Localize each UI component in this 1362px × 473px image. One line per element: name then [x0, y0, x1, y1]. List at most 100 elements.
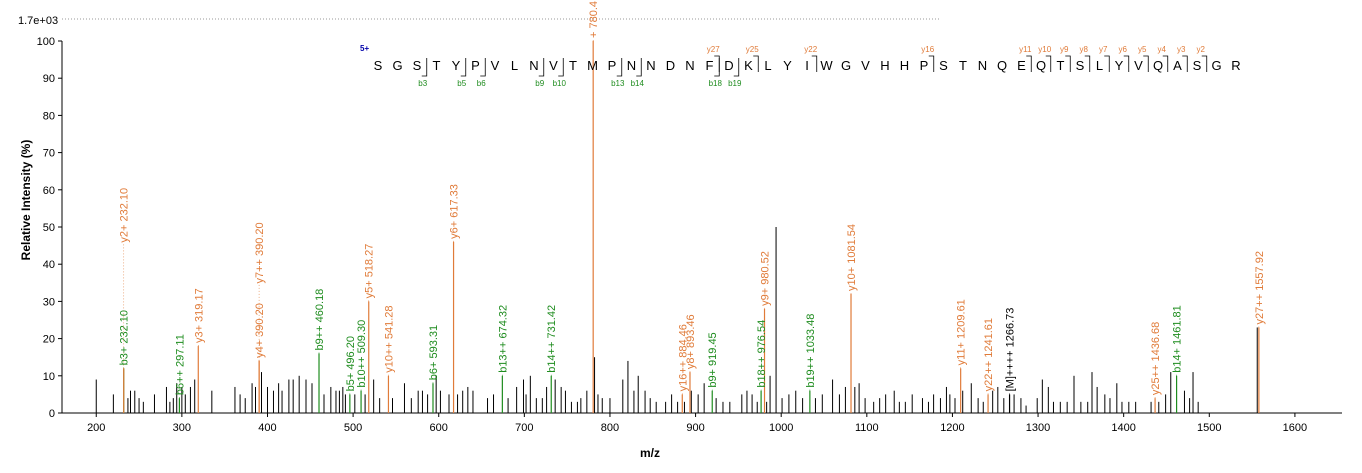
x-tick-label: 300 — [173, 422, 191, 434]
peak-label: b6++ 297.11 — [174, 334, 186, 395]
b-ion-marker — [460, 58, 467, 77]
peak-label: y9+ 980.52 — [760, 251, 772, 306]
peaks — [95, 38, 1260, 413]
sequence-residue: F — [706, 58, 714, 73]
b-ion-label: b5 — [457, 79, 466, 88]
y-tick-label: 100 — [37, 36, 55, 48]
x-tick-label: 1400 — [1111, 422, 1135, 434]
sequence-residue: D — [724, 58, 733, 73]
sequence-residue: V — [861, 58, 870, 73]
x-tick-label: 800 — [601, 422, 619, 434]
b-ion-marker — [558, 58, 564, 77]
x-tick-label: 1100 — [855, 422, 879, 434]
y-ion-marker — [811, 55, 818, 72]
y-tick-label: 20 — [43, 334, 55, 346]
peak-labels: b3+ 232.10 y2+ 232.10 b6++ 297.11 y3+ 319.1… — [119, 1, 1266, 395]
y-tick-label: 40 — [43, 259, 55, 271]
y-ion-marker — [1045, 55, 1052, 72]
sequence-residue: L — [1096, 58, 1103, 73]
y-ion-label: y3 — [1177, 45, 1186, 54]
b-ion-label: b19 — [728, 79, 742, 88]
sequence-residue: P — [608, 58, 617, 73]
peak-label: y22++ 1241.61 — [983, 318, 995, 391]
peak-label: [M]++++ 1266.73 — [1005, 308, 1017, 392]
y-axis-label: Relative Intensity (%) — [19, 140, 33, 261]
y-tick-label: 50 — [43, 222, 55, 234]
sequence-residue: Y — [1115, 58, 1124, 73]
y-ion-marker — [753, 55, 759, 72]
sequence-residue: E — [1017, 58, 1026, 73]
peak-label: y11+ 1209.61 — [956, 299, 968, 365]
y-tick-label: 90 — [43, 73, 55, 85]
b-ion-label: b6 — [477, 79, 486, 88]
sequence-residue: M — [587, 58, 598, 73]
sequence-residue: H — [900, 58, 909, 73]
sequence-annotation: 5+S G S T Y P V L N V T M P N N D N F D K L Y I W G V H H P S T N Q E Q T S L… — [360, 44, 1241, 88]
y-ion-label: y22 — [804, 45, 817, 54]
x-axis-label: m/z — [640, 446, 660, 460]
peak-label: y10+ 1081.54 — [846, 224, 858, 291]
peak-label: + 780.4 — [588, 1, 600, 38]
y-ion-marker — [1104, 55, 1110, 72]
axes: 0 10 20 30 40 50 60 70 80 90 100 200 300 400 500 600 700… — [37, 36, 1342, 434]
sequence-residue: S — [1193, 58, 1202, 73]
sequence-residue: N — [529, 58, 538, 73]
intensity-scale-label: 1.7e+03 — [18, 15, 58, 27]
y-ion-label: y9 — [1060, 45, 1069, 54]
b-ion-label: b10 — [553, 79, 567, 88]
y-ion-label: y2 — [1197, 45, 1206, 54]
peak-label: b19++ 1033.48 — [805, 314, 817, 388]
y-tick-label: 30 — [43, 296, 55, 308]
sequence-residue: T — [433, 58, 441, 73]
y-ion-marker — [1065, 55, 1071, 72]
sequence-residue: S — [1076, 58, 1085, 73]
y-ion-label: y4 — [1158, 45, 1167, 54]
peak-label: y5+ 518.27 — [364, 244, 376, 299]
b-ion-marker — [616, 58, 623, 77]
peak-label: y4+ 390.20 — [254, 303, 266, 358]
sequence-residue: Y — [783, 58, 792, 73]
x-tick-label: 600 — [430, 422, 448, 434]
sequence-residue: K — [744, 58, 753, 73]
sequence-residue: N — [646, 58, 655, 73]
y-ion-marker — [1201, 55, 1208, 72]
b-ion-marker — [538, 58, 545, 77]
sequence-residue: N — [978, 58, 987, 73]
sequence-residue: S — [939, 58, 948, 73]
y-ion-label: y27 — [707, 45, 720, 54]
y-ion-marker — [1162, 55, 1169, 72]
sequence-residue: D — [666, 58, 675, 73]
peak-label: y3+ 319.17 — [193, 288, 205, 343]
peak-label: b18++ 976.54 — [756, 320, 768, 388]
b-ion-marker — [421, 58, 428, 77]
sequence-residue: H — [880, 58, 889, 73]
y-ion-label: y10 — [1038, 45, 1051, 54]
b-ion-marker — [714, 58, 720, 77]
y-ion-marker — [1084, 55, 1091, 72]
sequence-residue: G — [392, 58, 402, 73]
b-ion-label: b9 — [535, 79, 544, 88]
y-ion-marker — [1026, 55, 1032, 72]
sequence-residue: S — [374, 58, 383, 73]
y-tick-label: 70 — [43, 148, 55, 160]
y-ion-marker — [1182, 55, 1188, 72]
x-tick-label: 1500 — [1197, 422, 1221, 434]
sequence-residue: V — [549, 58, 558, 73]
peak-label: y8+ 893.46 — [685, 314, 697, 369]
peak-label: y10++ 541.28 — [383, 306, 395, 373]
b-ion-marker — [480, 58, 486, 77]
peak-label: b9+ 919.45 — [707, 332, 719, 387]
peak-label: b6+ 593.31 — [428, 325, 440, 380]
sequence-residue: T — [569, 58, 577, 73]
y-ion-label: y7 — [1099, 45, 1108, 54]
b-ion-marker — [733, 58, 740, 77]
sequence-residue: T — [959, 58, 967, 73]
sequence-residue: V — [491, 58, 500, 73]
y-ion-label: y11 — [1019, 45, 1032, 54]
x-tick-label: 500 — [344, 422, 362, 434]
peak-label: y25++ 1436.68 — [1150, 322, 1162, 395]
y-ion-marker — [1143, 55, 1149, 72]
y-tick-label: 60 — [43, 185, 55, 197]
y-ion-label: y25 — [746, 45, 759, 54]
peak-label: b13++ 674.32 — [497, 305, 509, 373]
